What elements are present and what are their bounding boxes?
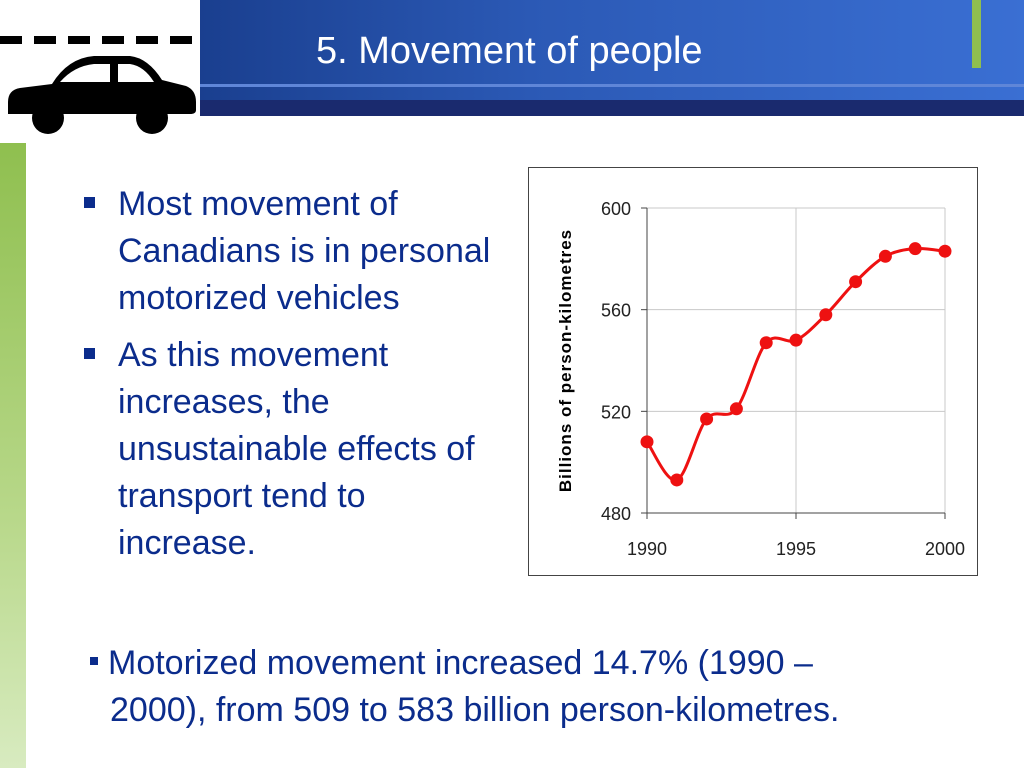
data-point (908, 242, 922, 256)
title-divider (200, 100, 1024, 116)
list-item: Most movement of Canadians is in persona… (84, 181, 504, 322)
logo-area (0, 0, 200, 143)
car-icon (8, 56, 196, 134)
title-accent-bar (972, 0, 981, 68)
page-title: 5. Movement of people (316, 30, 703, 72)
y-axis-label: Billions of person-kilometres (556, 229, 575, 492)
summary-line-1: Motorized movement increased 14.7% (1990… (108, 644, 813, 682)
data-point (729, 402, 743, 416)
x-tick-label: 1995 (776, 539, 816, 559)
y-tick-label: 520 (601, 402, 631, 422)
bullet-text: Most movement of Canadians is in persona… (118, 185, 491, 317)
data-point (789, 333, 803, 347)
bullet-marker (84, 348, 95, 359)
chart-frame: 480 520 560 600 1990 1995 2000 Billions of pers… (528, 167, 978, 576)
data-point (878, 249, 892, 263)
bullet-list: Most movement of Canadians is in persona… (84, 181, 504, 577)
left-accent-bar (0, 143, 26, 768)
x-tick-label: 2000 (925, 539, 965, 559)
y-tick-label: 600 (601, 199, 631, 219)
data-point (759, 336, 773, 350)
line-chart: 480 520 560 600 1990 1995 2000 Billions of pers… (556, 199, 965, 559)
summary-bullet: Motorized movement increased 14.7% (1990… (90, 640, 990, 734)
x-tick-label: 1990 (627, 539, 667, 559)
data-point (938, 244, 952, 258)
list-item: As this movement increases, the unsustai… (84, 332, 504, 567)
road-dash-decoration (0, 36, 200, 44)
bullet-marker (90, 657, 98, 666)
y-tick-label: 480 (601, 504, 631, 524)
bullet-marker (84, 197, 95, 208)
data-point (670, 473, 684, 487)
y-tick-label: 560 (601, 301, 631, 321)
summary-line-2: 2000), from 509 to 583 billion person-ki… (110, 691, 840, 729)
data-point (640, 435, 654, 449)
data-point (700, 412, 714, 426)
data-point (819, 308, 833, 322)
title-band (200, 0, 1024, 100)
slide-header: 5. Movement of people (0, 0, 1024, 145)
bullet-text: As this movement increases, the unsustai… (118, 336, 475, 562)
data-point (849, 275, 863, 289)
